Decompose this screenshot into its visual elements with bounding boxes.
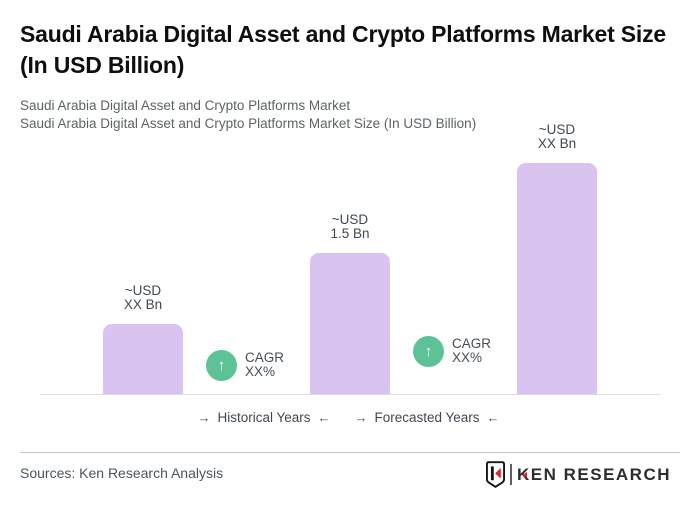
logo-k-red-accent-icon (522, 471, 527, 478)
x-axis-label-forecasted: → Forecasted Years ← (343, 410, 511, 425)
right-arrow-icon: → (197, 410, 211, 425)
cagr-value: XX% (452, 350, 483, 365)
bar-value-line: ~USD (538, 122, 576, 137)
bar-historical (103, 324, 183, 394)
subtitle-line-1: Saudi Arabia Digital Asset and Crypto Pl… (20, 98, 351, 113)
logo-wordmark-text: KEN RESEARCH (517, 464, 672, 484)
subtitle-line-2: Saudi Arabia Digital Asset and Crypto Pl… (20, 116, 477, 131)
cagr-text-2: CAGR XX% (452, 337, 491, 365)
bar-value-line: 1.5 Bn (330, 226, 370, 241)
bar-value-line: XX Bn (123, 297, 163, 312)
bar-value-line: ~USD (124, 283, 162, 298)
bar-value-line: ~USD (331, 212, 369, 227)
bar-value-label-historical: ~USD XX Bn (88, 284, 198, 312)
cagr-label: CAGR (452, 336, 492, 351)
bar-value-label-current: ~USD 1.5 Bn (295, 213, 405, 241)
up-arrow-icon: ↑ (217, 357, 226, 374)
x-axis-label-historical: → Historical Years ← (180, 410, 348, 425)
footer-divider (20, 452, 680, 453)
right-arrow-icon: → (354, 410, 368, 425)
logo-wordmark: KEN RESEARCH (517, 465, 671, 485)
x-axis-line (40, 394, 660, 395)
bar-forecast (517, 163, 597, 394)
cagr-badge-1: ↑ (206, 350, 237, 381)
x-axis-label-text: Historical Years (217, 410, 311, 425)
cagr-badge-2: ↑ (413, 336, 444, 367)
cagr-value: XX% (245, 364, 276, 379)
left-arrow-icon: ← (317, 410, 331, 425)
logo-separator (510, 464, 512, 485)
bar-value-line: XX Bn (537, 136, 577, 151)
up-arrow-icon: ↑ (424, 343, 433, 360)
ken-research-shield-icon (486, 461, 505, 488)
cagr-label: CAGR (245, 350, 285, 365)
bar-value-label-forecast: ~USD XX Bn (502, 123, 612, 151)
sources-text: Sources: Ken Research Analysis (20, 465, 224, 481)
x-axis-label-text: Forecasted Years (374, 410, 480, 425)
ken-research-logo: KEN RESEARCH (486, 461, 671, 488)
page-title: Saudi Arabia Digital Asset and Crypto Pl… (20, 21, 666, 78)
bar-current (310, 253, 390, 394)
cagr-text-1: CAGR XX% (245, 351, 284, 379)
left-arrow-icon: ← (486, 410, 500, 425)
